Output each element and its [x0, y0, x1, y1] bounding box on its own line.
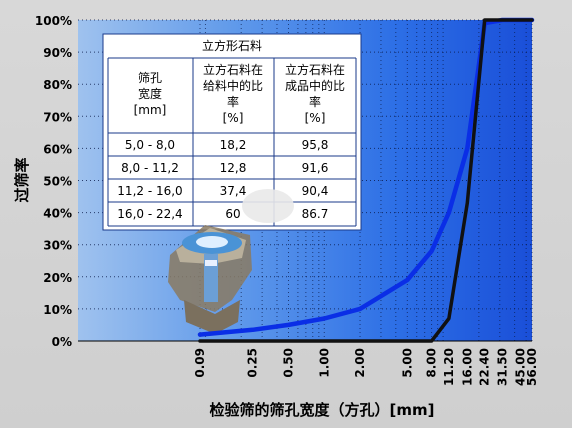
y-tick-label: 70% — [43, 110, 72, 124]
table-header-3: 立方石料在成品中的比率[%] — [285, 62, 345, 125]
table-cell: 11,2 - 16,0 — [117, 184, 182, 198]
y-tick-label: 60% — [43, 142, 72, 156]
y-tick-label: 10% — [43, 303, 72, 317]
x-tick-label: 5.00 — [400, 348, 414, 378]
y-tick-label: 40% — [43, 207, 72, 221]
x-axis-label: 检验筛的筛孔宽度（方孔）[mm] — [210, 401, 435, 419]
x-tick-label: 31.50 — [495, 348, 509, 386]
data-table: 立方形石料 筛孔宽度[mm] 立方石料在给料中的比率[%] 立方石料在成品中的比… — [102, 33, 362, 231]
x-tick-label: 11.20 — [442, 348, 456, 386]
table-cell: 95,8 — [302, 138, 329, 152]
table-rows: 5,0 - 8,0 18,2 95,8 8,0 - 11,2 12,8 91,6 11,2 … — [117, 138, 328, 221]
series-layer — [197, 17, 535, 343]
x-tick-label: 16.00 — [460, 348, 474, 386]
x-tick-label: 0.09 — [193, 348, 207, 378]
crusher-illustration — [168, 189, 294, 334]
y-axis-label: 过筛率 — [13, 157, 31, 202]
y-tick-label: 20% — [43, 271, 72, 285]
x-tick-label: 8.00 — [425, 348, 439, 378]
y-tick-label: 50% — [43, 175, 72, 189]
x-tick-label: 2.00 — [353, 348, 367, 378]
table-cell: 60 — [225, 207, 240, 221]
y-tick-labels: 0% 10% 20% 30% 40% 50% 60% 70% 80% 90% 100% — [35, 14, 72, 349]
x-tick-label: 56.00 — [525, 348, 539, 386]
table-cell: 5,0 - 8,0 — [125, 138, 175, 152]
x-tick-label: 0.50 — [281, 348, 295, 378]
table-background — [102, 33, 362, 231]
y-tick-label: 0% — [52, 335, 72, 349]
x-tick-label: 22.40 — [478, 348, 492, 386]
table-cell: 86.7 — [302, 207, 329, 221]
x-tick-label: 45.00 — [514, 348, 528, 386]
x-tick-label: 1.00 — [317, 348, 331, 378]
y-tick-label: 30% — [43, 239, 72, 253]
table-header-2: 立方石料在给料中的比率[%] — [203, 62, 263, 125]
y-tick-label: 100% — [35, 14, 72, 28]
table-cell: 8,0 - 11,2 — [121, 161, 179, 175]
x-tick-labels: 0.09 0.25 0.50 1.00 2.00 5.00 8.00 11.20 16.00 22… — [193, 348, 539, 386]
y-tick-label: 90% — [43, 46, 72, 60]
table-title: 立方形石料 — [202, 38, 262, 53]
x-tick-label: 0.25 — [246, 348, 260, 378]
table-header-1: 筛孔宽度[mm] — [134, 70, 167, 117]
series-line-2 — [198, 18, 534, 343]
table-cell: 16,0 - 22,4 — [117, 207, 182, 221]
table-cell: 18,2 — [220, 138, 247, 152]
table-cell: 37,4 — [220, 184, 247, 198]
y-tick-label: 80% — [43, 78, 72, 92]
table-cell: 12,8 — [220, 161, 247, 175]
table-cell: 90,4 — [302, 184, 329, 198]
table-cell: 91,6 — [302, 161, 329, 175]
